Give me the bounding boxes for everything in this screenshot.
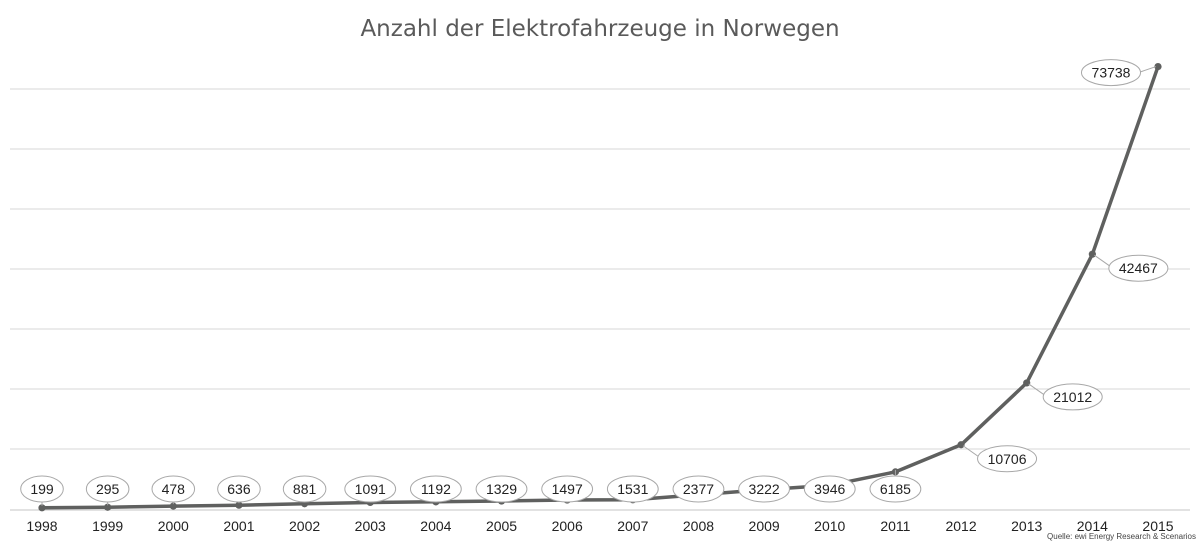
data-point-2012: [957, 441, 965, 449]
label-bubble: [20, 475, 64, 503]
x-tick-labels: 1998 1999 2000 2001 2002 2003 2004 2005 2006 2007…: [26, 518, 1173, 534]
data-label-2014: 42467: [1094, 254, 1169, 282]
x-tick-1998: 1998: [26, 518, 57, 534]
data-point-2001: [235, 501, 243, 509]
label-bubble: [1108, 254, 1169, 282]
data-point-1999: [104, 503, 112, 511]
label-bubble: [85, 475, 130, 503]
data-label-2010: 3946: [803, 475, 856, 503]
x-tick-2005: 2005: [486, 518, 517, 534]
chart-title: Anzahl der Elektrofahrzeuge in Norwegen: [360, 16, 839, 42]
label-bubble: [803, 475, 856, 503]
label-bubble: [977, 445, 1038, 473]
data-label-text: 3946: [814, 481, 845, 497]
data-points: [38, 62, 1162, 512]
x-tick-2013: 2013: [1011, 518, 1042, 534]
data-point-2014: [1088, 250, 1096, 258]
data-label-text: 1192: [421, 481, 451, 497]
label-bubble: [409, 475, 462, 503]
data-label-text: 10706: [988, 451, 1027, 467]
x-tick-2006: 2006: [552, 518, 583, 534]
data-label-2000: 478: [151, 475, 196, 505]
x-tick-2003: 2003: [355, 518, 386, 534]
x-tick-2010: 2010: [814, 518, 845, 534]
x-tick-2015: 2015: [1142, 518, 1173, 534]
label-bubble: [282, 475, 327, 503]
data-label-2011: 6185: [869, 469, 922, 503]
x-tick-2011: 2011: [880, 518, 910, 534]
x-tick-2000: 2000: [158, 518, 189, 534]
label-bubble: [344, 475, 397, 503]
series-line: [40, 64, 1160, 510]
data-label-2013: 21012: [1028, 383, 1103, 411]
data-point-2015: [1154, 62, 1162, 71]
data-label-text: 295: [96, 481, 120, 497]
x-tick-2009: 2009: [749, 518, 780, 534]
data-label-2001: 636: [217, 475, 261, 504]
data-label-2012: 10706: [962, 445, 1038, 473]
data-label-text: 2377: [683, 481, 714, 497]
label-bubble: [606, 475, 659, 503]
data-label-2003: 1091: [344, 475, 397, 503]
data-label-text: 6185: [880, 481, 911, 497]
data-label-1998: 199: [20, 475, 64, 506]
data-point-2013: [1023, 379, 1031, 387]
x-tick-2007: 2007: [617, 518, 648, 534]
x-tick-2012: 2012: [945, 518, 976, 534]
data-label-1999: 295: [85, 475, 130, 506]
label-leader: [1138, 66, 1157, 74]
label-bubble: [738, 475, 791, 503]
data-point-1998: [38, 504, 46, 512]
x-tick-2001: 2001: [223, 518, 254, 534]
data-point-2000: [169, 502, 177, 510]
label-bubble: [1042, 383, 1103, 411]
data-label-2006: 1497: [541, 475, 594, 503]
label-bubble: [672, 475, 725, 503]
x-tick-2014: 2014: [1077, 518, 1108, 534]
data-label-text: 478: [162, 481, 186, 497]
source-note: Quelle: ewi Energy Research & Scenarios: [1047, 532, 1196, 541]
data-label-2004: 1192: [409, 475, 462, 503]
data-label-text: 21012: [1053, 389, 1092, 405]
data-label-text: 881: [293, 481, 317, 497]
data-label-2015: 73738: [1081, 59, 1157, 87]
data-label-text: 1531: [617, 481, 648, 497]
data-label-text: 73738: [1092, 65, 1131, 81]
data-label-text: 1497: [552, 481, 583, 497]
data-label-text: 636: [227, 481, 251, 497]
data-label-text: 3222: [749, 481, 780, 497]
data-label-2009: 3222: [738, 475, 791, 503]
data-label-2002: 881: [282, 475, 327, 503]
label-bubble: [869, 475, 922, 503]
data-label-text: 1329: [486, 481, 517, 497]
x-tick-2002: 2002: [289, 518, 320, 534]
label-bubble: [541, 475, 594, 503]
data-label-2007: 1531: [606, 475, 659, 503]
data-label-text: 199: [30, 481, 54, 497]
label-bubble: [475, 475, 528, 503]
data-label-2008: 2377: [672, 475, 725, 503]
label-bubble: [217, 475, 261, 503]
gridlines: [10, 88, 1190, 450]
label-bubble: [151, 475, 196, 503]
data-label-2005: 1329: [475, 475, 528, 503]
data-label-text: 42467: [1119, 260, 1158, 276]
x-tick-1999: 1999: [92, 518, 123, 534]
x-tick-2004: 2004: [420, 518, 451, 534]
data-labels: 199 295 478 636 881 1091 1192 1329 1497 1531 2377 3…: [20, 59, 1169, 506]
data-label-text: 1091: [355, 481, 386, 497]
label-bubble: [1081, 59, 1141, 87]
x-tick-2008: 2008: [683, 518, 714, 534]
